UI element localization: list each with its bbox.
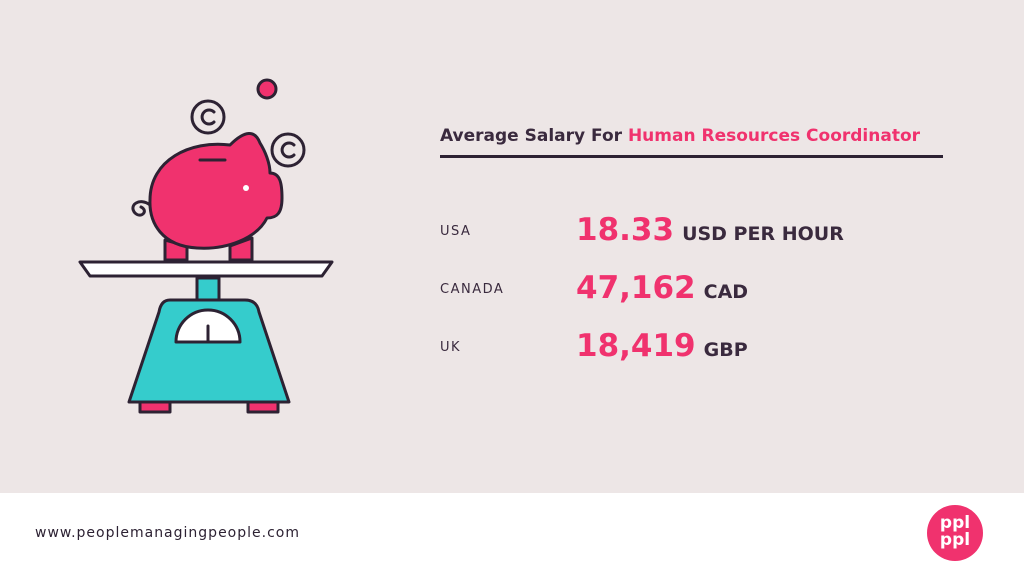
title: Average Salary For Human Resources Coord… [440, 126, 920, 146]
piggy-scale-illustration [78, 78, 334, 414]
logo: ppl ppl [927, 505, 983, 561]
footer-url: www.peoplemanagingpeople.com [35, 525, 300, 541]
country: USA [440, 224, 472, 239]
salary-value: 47,162 CAD [576, 270, 748, 306]
unit: USD PER HOUR [682, 223, 844, 245]
title-role: Human Resources Coordinator [627, 126, 921, 146]
salary-value: 18,419 GBP [576, 328, 748, 364]
title-underline [440, 155, 943, 158]
country: CANADA [440, 282, 505, 297]
salary-value: 18.33 USD PER HOUR [576, 212, 844, 248]
salary-row: CANADA 47,162 CAD [440, 270, 960, 310]
logo-bottom: ppl [939, 530, 971, 550]
logo-top: ppl [939, 513, 971, 533]
amount: 18,419 [576, 328, 696, 364]
title-prefix: Average Salary For [440, 126, 623, 146]
unit: CAD [703, 281, 749, 303]
unit: GBP [703, 339, 748, 361]
salary-row: UK 18,419 GBP [440, 328, 960, 368]
amount: 18.33 [576, 212, 675, 248]
country: UK [440, 340, 462, 355]
amount: 47,162 [576, 270, 696, 306]
salary-row: USA 18.33 USD PER HOUR [440, 212, 960, 252]
